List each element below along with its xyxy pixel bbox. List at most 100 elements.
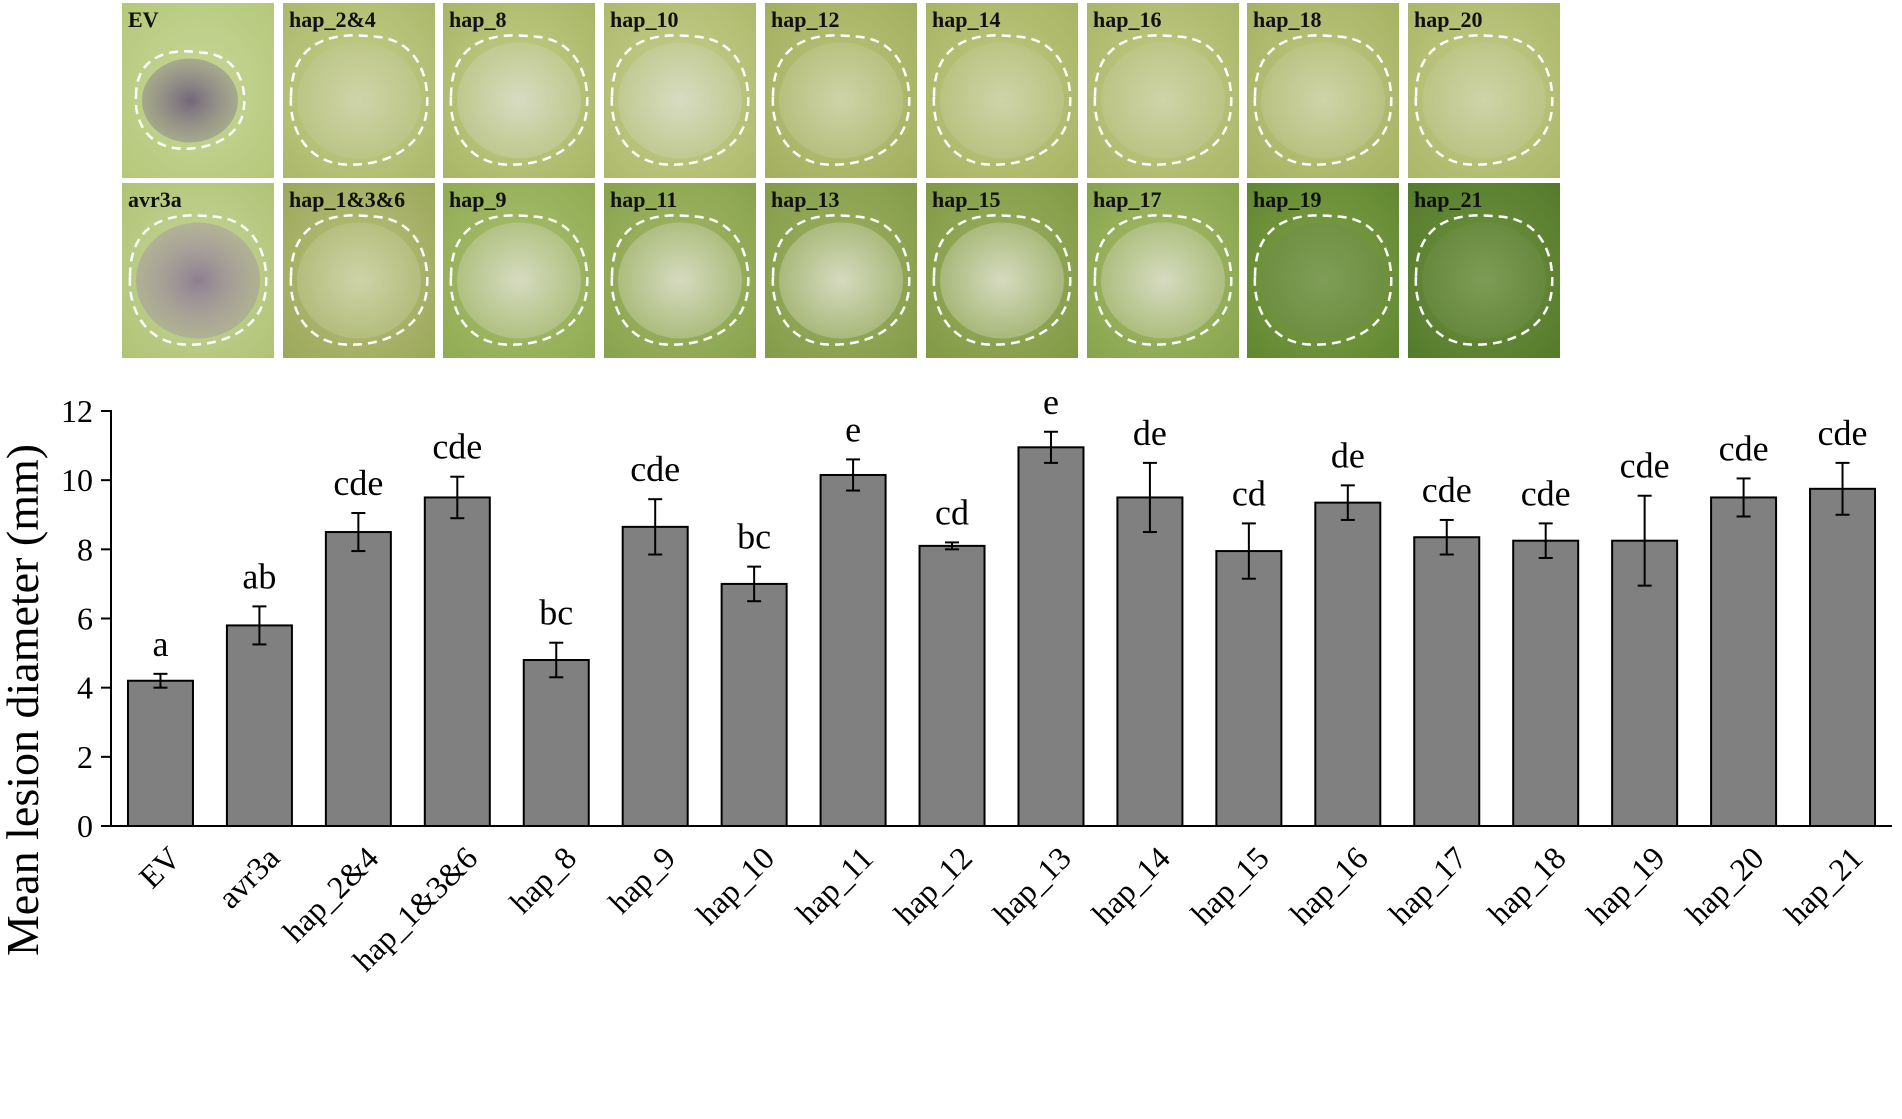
- x-tick-label: hap_10: [689, 839, 781, 931]
- y-tick-label: 2: [77, 739, 93, 775]
- lesion-area: [136, 222, 260, 339]
- lesion-outline: [610, 34, 750, 166]
- lesion-area: [618, 42, 742, 159]
- error-bar: [1340, 484, 1355, 521]
- lesion-area: [142, 58, 238, 143]
- error-bar: [1043, 430, 1058, 464]
- bar: [1314, 501, 1382, 827]
- significance-label: cde: [1521, 473, 1571, 513]
- significance-label: cde: [630, 449, 680, 489]
- bar: [621, 525, 689, 828]
- bar: [1611, 539, 1679, 827]
- lesion-area: [457, 222, 581, 339]
- photo-label: hap_14: [932, 7, 1000, 32]
- lesion-outline: [289, 34, 429, 166]
- lesion-area: [297, 42, 421, 159]
- bar: [1809, 487, 1877, 827]
- bar: [423, 496, 491, 827]
- significance-label: de: [1133, 413, 1167, 453]
- lesion-outline: [1414, 34, 1554, 166]
- y-tick-label: 0: [77, 808, 93, 844]
- significance-label: cd: [1232, 473, 1266, 513]
- leaf-photo-panel: EV hap_2&4 hap_8 hap_10 hap_12 hap_14 hap_16 ha…: [122, 3, 1560, 358]
- lesion-outline: [128, 214, 268, 346]
- significance-label: a: [152, 624, 168, 664]
- x-tick-label: hap_12: [887, 839, 979, 931]
- photo-label: hap_2&4: [289, 7, 376, 32]
- lesion-outline: [1253, 34, 1393, 166]
- photo-label: hap_12: [771, 7, 839, 32]
- lesion-outline: [1093, 34, 1233, 166]
- bar: [1512, 539, 1580, 827]
- error-bar: [450, 475, 465, 520]
- leaf-photo: hap_17: [1087, 183, 1239, 358]
- photo-label: hap_19: [1253, 187, 1321, 212]
- leaf-photo: EV: [122, 3, 274, 178]
- significance-label: de: [1331, 435, 1365, 475]
- significance-label: cde: [1422, 470, 1472, 510]
- lesion-outline: [1414, 214, 1554, 346]
- leaf-photo: hap_15: [926, 183, 1078, 358]
- y-tick-label: 4: [77, 670, 93, 706]
- leaf-photo: hap_2&4: [283, 3, 435, 178]
- lesion-outline: [610, 214, 750, 346]
- photo-label: hap_17: [1093, 187, 1161, 212]
- significance-label: e: [845, 409, 861, 449]
- lesion-area: [1101, 42, 1225, 159]
- photo-label: EV: [128, 7, 159, 32]
- photo-label: hap_21: [1414, 187, 1482, 212]
- significance-label: cde: [1818, 413, 1868, 453]
- leaf-photo: hap_20: [1408, 3, 1560, 178]
- y-tick-label: 8: [77, 531, 93, 567]
- error-bar: [1439, 518, 1454, 556]
- y-tick-label: 12: [61, 393, 93, 429]
- x-tick-label: hap_8: [502, 839, 583, 920]
- significance-label: cde: [333, 463, 383, 503]
- lesion-bar-chart: 024681012aEVabavr3acdehap_2&4cdehap_1&3&…: [0, 382, 1892, 978]
- photo-label: hap_11: [610, 187, 677, 212]
- error-bar: [1637, 494, 1652, 587]
- bar: [1413, 536, 1481, 828]
- x-tick-label: hap_9: [601, 839, 682, 920]
- bar: [522, 659, 590, 827]
- bar: [1116, 496, 1184, 827]
- x-tick-label: hap_21: [1777, 839, 1869, 931]
- x-tick-label: hap_16: [1283, 839, 1375, 931]
- significance-label: cd: [935, 492, 969, 532]
- lesion-area: [779, 42, 903, 159]
- significance-label: cde: [432, 427, 482, 467]
- y-tick-label: 6: [77, 601, 93, 637]
- leaf-photo: hap_21: [1408, 183, 1560, 358]
- bar: [126, 679, 194, 827]
- bar: [324, 531, 392, 828]
- error-bar: [945, 541, 960, 551]
- significance-label: bc: [539, 593, 573, 633]
- bar: [1215, 550, 1283, 827]
- leaf-photo: hap_12: [765, 3, 917, 178]
- photo-label: hap_18: [1253, 7, 1321, 32]
- x-tick-label: hap_20: [1678, 839, 1770, 931]
- lesion-outline: [932, 214, 1072, 346]
- x-tick-label: avr3a: [211, 839, 287, 915]
- photo-label: hap_16: [1093, 7, 1161, 32]
- lesion-area: [1422, 222, 1546, 339]
- error-bar: [549, 641, 564, 679]
- lesion-outline: [1093, 214, 1233, 346]
- error-bar: [1835, 461, 1850, 516]
- photo-label: avr3a: [128, 187, 182, 212]
- photo-label: hap_1&3&6: [289, 187, 405, 212]
- lesion-area: [779, 222, 903, 339]
- error-bar: [351, 512, 366, 553]
- error-bar: [1538, 522, 1553, 559]
- x-tick-label: hap_11: [789, 839, 880, 930]
- significance-label: bc: [737, 517, 771, 557]
- lesion-outline: [289, 214, 429, 346]
- photo-label: hap_13: [771, 187, 839, 212]
- photo-label: hap_9: [449, 187, 506, 212]
- lesion-outline: [134, 50, 246, 150]
- error-bar: [747, 565, 762, 603]
- x-tick-label: hap_15: [1184, 839, 1276, 931]
- error-bar: [1736, 477, 1751, 518]
- x-tick-label: EV: [132, 839, 188, 895]
- error-bar: [648, 498, 663, 556]
